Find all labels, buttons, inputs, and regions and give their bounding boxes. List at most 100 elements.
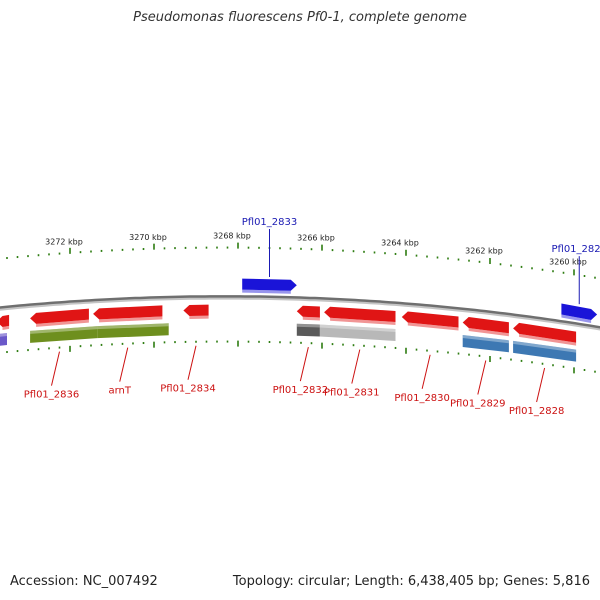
gene-arrow-shadow	[561, 314, 592, 324]
scale-tick-upper	[100, 249, 103, 252]
scale-tick-upper	[352, 250, 355, 253]
gene-arrow	[462, 316, 509, 334]
scale-tick-lower	[415, 348, 418, 351]
gene-arrow	[324, 306, 396, 322]
scale-tick-upper	[142, 248, 145, 251]
scale-tick-lower	[79, 345, 82, 348]
scale-tick-upper	[300, 247, 302, 250]
scale-tick-lower	[100, 343, 103, 346]
gene-arrow	[0, 314, 10, 328]
feature-bar-shine	[0, 333, 7, 337]
gene-label-leader	[351, 349, 361, 384]
gene-label-leader	[119, 347, 129, 382]
scale-tick-lower	[237, 340, 239, 347]
gene-arrow	[93, 305, 163, 320]
scale-tick-upper	[394, 252, 397, 255]
scale-tick-lower	[111, 343, 113, 346]
scale-tick-lower	[510, 358, 512, 361]
scale-label: 3264 kbp	[381, 238, 419, 247]
gene-arrow	[183, 304, 209, 316]
scale-tick-lower	[153, 341, 155, 348]
scale-tick-lower	[247, 340, 250, 343]
scale-tick-lower	[531, 361, 533, 364]
scale-tick-lower	[541, 362, 544, 365]
scale-labels: 3272 kbp 3270 kbp 3268 kbp 3266 kbp 3264 kbp…	[45, 232, 587, 267]
scale-tick-lower	[489, 356, 491, 363]
scale-tick-upper	[58, 252, 61, 255]
scale-tick-upper	[594, 276, 596, 279]
gene-label: Pfl01_2833	[242, 217, 298, 228]
feature-bar-shine	[30, 326, 98, 334]
feature-bar	[462, 334, 509, 353]
scale-tick-lower	[331, 343, 334, 346]
scale-tick-lower	[436, 350, 439, 353]
gene-label: Pfl01_2828	[509, 406, 565, 417]
scale-tick-upper	[216, 246, 218, 249]
scale-tick-lower	[48, 347, 50, 350]
scale-tick-lower	[289, 341, 292, 344]
scale-tick-upper	[79, 251, 82, 254]
gene-label: Pfl01_2827	[551, 244, 600, 255]
gene-arrow	[30, 308, 89, 324]
gene-arrow-shadow	[468, 327, 509, 337]
scale-tick-upper	[163, 247, 166, 250]
scale-tick-upper	[6, 257, 8, 260]
scale-tick-lower	[184, 340, 187, 343]
scale-tick-upper	[499, 263, 502, 266]
scale-tick-lower	[573, 367, 575, 374]
scale-tick-upper	[321, 244, 323, 251]
scale-tick-lower	[258, 340, 260, 343]
scale-tick-upper	[384, 252, 386, 255]
scale-label: 3262 kbp	[465, 246, 503, 255]
gene-label: Pfl01_2830	[394, 393, 450, 404]
gene-arrow-shadow	[99, 316, 163, 323]
scale-tick-upper	[184, 246, 187, 249]
scale-tick-upper	[37, 254, 40, 257]
scale-label: 3260 kbp	[549, 257, 587, 266]
gene-label-leader	[51, 351, 60, 386]
gene-label-leader	[187, 345, 197, 380]
gene-arrow	[242, 278, 297, 291]
gene-arrow	[513, 322, 577, 343]
gene-labels: Pfl01_2836 arnT Pfl01_2834 Pfl01_2833 Pfl01_…	[24, 217, 600, 417]
feature-bar	[513, 340, 577, 362]
gene-arrow	[296, 305, 320, 318]
gene-arrow-shadow	[2, 325, 10, 331]
scale-tick-upper	[363, 250, 365, 253]
scale-tick-lower	[499, 357, 502, 360]
scale-tick-lower	[27, 349, 29, 352]
scale-tick-lower	[447, 351, 449, 354]
scale-tick-upper	[405, 249, 407, 256]
scale-tick-lower	[384, 346, 386, 349]
scale-tick-upper	[48, 253, 50, 256]
scale-tick-lower	[394, 346, 397, 349]
scale-label: 3268 kbp	[213, 232, 251, 241]
scale-tick-lower	[216, 340, 218, 343]
gene-arrow-shadow	[407, 322, 459, 331]
gene-label: arnT	[108, 386, 131, 397]
scale-label: 3270 kbp	[129, 233, 167, 242]
genome-backbone	[0, 295, 600, 331]
scale-tick-upper	[436, 256, 439, 259]
feature-track	[0, 323, 577, 362]
gene-label: Pfl01_2834	[160, 384, 216, 395]
gene-label-leader	[536, 367, 546, 403]
gene-label-leader	[477, 360, 487, 395]
scale-tick-upper	[111, 249, 113, 252]
gene-label: Pfl01_2831	[324, 388, 380, 399]
scale-tick-lower	[300, 341, 302, 344]
gene-label-leader	[299, 346, 309, 382]
gene-arrow	[561, 303, 598, 321]
feature-bar-shine	[319, 324, 396, 332]
scale-tick-upper	[478, 260, 481, 263]
scale-tick-lower	[478, 354, 481, 357]
gene-label: Pfl01_2829	[450, 399, 506, 410]
scale-tick-upper	[468, 259, 470, 262]
scale-tick-upper	[279, 247, 281, 250]
scale-tick-lower	[142, 342, 145, 345]
scale-tick-upper	[247, 246, 250, 249]
scale-tick-upper	[552, 270, 554, 273]
scale-tick-lower	[373, 345, 376, 348]
scale-tick-lower	[205, 340, 208, 343]
